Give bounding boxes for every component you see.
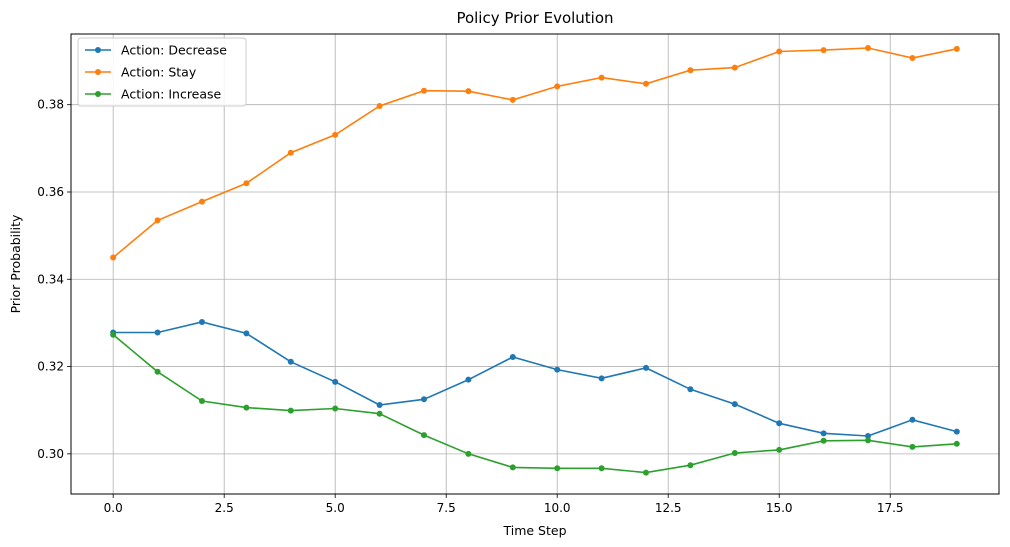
data-point [731, 449, 738, 456]
data-point [643, 364, 650, 371]
series-lines [110, 44, 960, 476]
data-point [243, 330, 250, 337]
data-point [953, 45, 960, 52]
data-point [953, 428, 960, 435]
plot-frame [70, 33, 1000, 495]
data-point [376, 103, 383, 110]
data-point [332, 131, 339, 138]
data-point [643, 80, 650, 87]
data-point [776, 446, 783, 453]
data-point [865, 432, 872, 439]
x-tick-label: 7.5 [437, 501, 456, 515]
series-line [112, 47, 957, 259]
legend-label: Action: Stay [121, 65, 197, 80]
x-tick-label: 2.5 [215, 501, 234, 515]
data-point [865, 437, 872, 444]
legend-item: Action: Decrease [85, 43, 227, 58]
data-point [731, 64, 738, 71]
data-point [776, 48, 783, 55]
data-point [465, 450, 472, 457]
data-point [110, 331, 117, 338]
data-point [420, 396, 427, 403]
data-point [776, 420, 783, 427]
data-point [598, 375, 605, 382]
data-point [465, 88, 472, 95]
x-axis-label: Time Step [502, 523, 566, 538]
series-2 [110, 44, 960, 261]
series-1 [110, 319, 960, 439]
data-point [154, 368, 161, 375]
data-point [376, 410, 383, 417]
data-point [554, 83, 561, 90]
x-tick-label: 5.0 [326, 501, 345, 515]
legend-marker [95, 47, 101, 53]
data-point [554, 366, 561, 373]
data-point [820, 430, 827, 437]
legend-item: Action: Increase [85, 87, 222, 102]
data-point [243, 404, 250, 411]
data-point [420, 432, 427, 439]
legend-marker [95, 91, 101, 97]
data-point [509, 353, 516, 360]
data-point [376, 401, 383, 408]
data-point [154, 329, 161, 336]
x-tick-label: 10.0 [544, 501, 571, 515]
data-point [554, 465, 561, 472]
data-point [953, 440, 960, 447]
data-point [643, 469, 650, 476]
y-tick-label: 0.30 [37, 447, 64, 461]
x-axis: 0.0 2.5 5.0 7.5 10.0 12.5 15.0 17.5 [104, 494, 904, 515]
series-3 [110, 331, 960, 476]
data-point [687, 67, 694, 74]
y-tick-label: 0.36 [37, 185, 64, 199]
y-tick-label: 0.38 [37, 98, 64, 112]
data-point [198, 198, 205, 205]
series-line [112, 334, 957, 474]
chart-title: Policy Prior Evolution [456, 9, 613, 27]
x-tick-label: 17.5 [877, 501, 904, 515]
y-tick-label: 0.32 [37, 360, 64, 374]
data-point [287, 149, 294, 156]
data-point [198, 398, 205, 405]
y-axis: 0.30 0.32 0.34 0.36 0.38 [37, 98, 71, 461]
legend-label: Action: Decrease [121, 43, 227, 58]
data-point [465, 376, 472, 383]
legend: Action: Decrease Action: Stay Action: Incr… [77, 37, 247, 107]
data-point [332, 378, 339, 385]
legend-label: Action: Increase [121, 87, 222, 102]
legend-item: Action: Stay [85, 65, 197, 80]
y-axis-label: Prior Probability [8, 214, 23, 313]
x-tick-label: 12.5 [655, 501, 682, 515]
legend-marker [95, 69, 101, 75]
data-point [287, 407, 294, 414]
data-point [687, 386, 694, 393]
data-point [687, 462, 694, 469]
data-point [909, 416, 916, 423]
data-point [420, 87, 427, 94]
x-tick-label: 15.0 [766, 501, 793, 515]
data-point [598, 74, 605, 81]
data-point [509, 464, 516, 471]
data-point [820, 437, 827, 444]
data-point [287, 358, 294, 365]
y-tick-label: 0.34 [37, 272, 64, 286]
data-point [154, 217, 161, 224]
data-point [598, 465, 605, 472]
legend-box [77, 37, 247, 107]
data-point [198, 319, 205, 326]
data-point [332, 405, 339, 412]
data-point [909, 443, 916, 450]
data-point [820, 47, 827, 54]
data-point [243, 180, 250, 187]
series-line [113, 321, 958, 437]
data-point [110, 254, 117, 261]
x-tick-label: 0.0 [104, 501, 123, 515]
data-point [909, 55, 916, 62]
data-point [865, 44, 872, 51]
data-point [731, 401, 738, 408]
data-point [509, 96, 516, 103]
